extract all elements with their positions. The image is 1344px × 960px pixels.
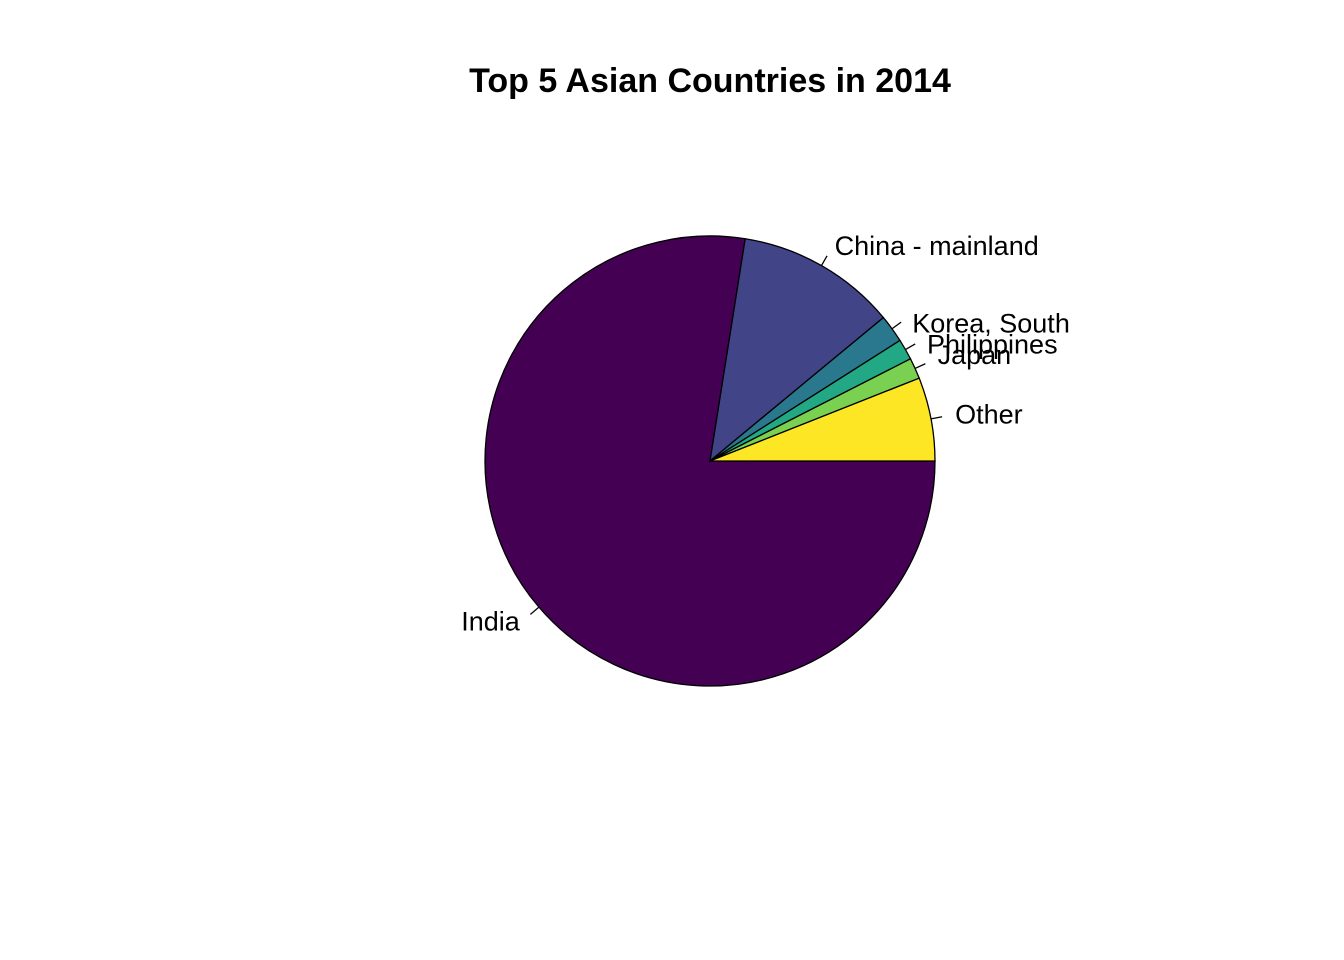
pie-slices (484, 235, 936, 687)
pie-label: India (461, 607, 521, 637)
pie-slice-other (709, 377, 936, 462)
pie-labels: India China - mainland Korea, SouthPhilipp… (461, 231, 1070, 637)
pie-label: Japan (938, 340, 1012, 370)
pie-label-tick (891, 321, 902, 330)
pie-label: Other (955, 400, 1023, 430)
pie-slice-china-mainland (709, 238, 885, 463)
pie-label-tick (930, 416, 943, 420)
pie-label-tick (529, 606, 540, 615)
pie-slice-india (484, 235, 936, 687)
pie-label-tick (914, 363, 926, 370)
chart-title: Top 5 Asian Countries in 2014 (469, 62, 951, 100)
pie-label: Philippines (927, 329, 1058, 359)
pie-label: China - mainland (835, 231, 1039, 261)
pie-label-tick (820, 255, 828, 266)
pie-label-tick (905, 343, 916, 351)
pie-label: Korea, South (912, 309, 1070, 339)
